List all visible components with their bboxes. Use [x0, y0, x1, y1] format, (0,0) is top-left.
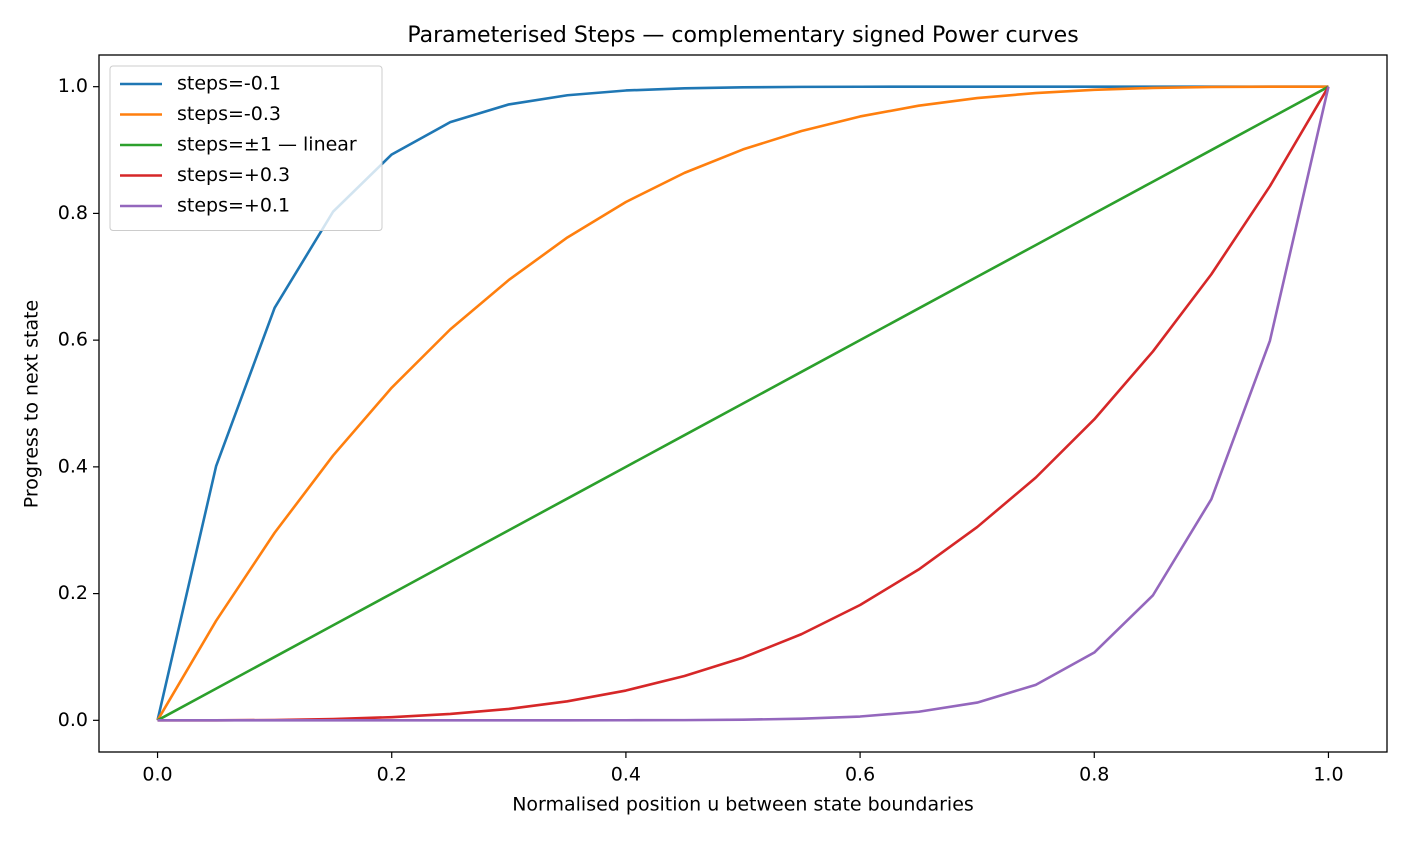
series-line	[157, 86, 1330, 722]
x-tick-label: 0.4	[611, 764, 641, 786]
legend-label: steps=±1 — linear	[177, 134, 357, 156]
y-tick-label: 1.0	[58, 75, 88, 97]
x-tick-label: 1.0	[1313, 764, 1343, 786]
y-axis-label: Progress to next state	[21, 300, 43, 509]
y-tick-label: 0.4	[58, 455, 88, 477]
y-tick-label: 0.0	[58, 709, 88, 731]
x-tick-label: 0.0	[142, 764, 172, 786]
x-tick-label: 0.8	[1079, 764, 1109, 786]
series-line	[157, 86, 1330, 722]
series-line	[156, 85, 1330, 722]
series-line	[156, 85, 1329, 721]
x-tick-label: 0.2	[377, 764, 407, 786]
plot-frame	[98, 54, 1388, 753]
legend-box	[109, 65, 383, 231]
legend-label: steps=-0.3	[177, 103, 281, 125]
x-tick-label: 0.6	[845, 764, 875, 786]
legend-label: steps=-0.1	[177, 73, 281, 95]
legend-label: steps=+0.1	[177, 195, 290, 217]
legend-label: steps=+0.3	[177, 164, 290, 186]
y-tick-label: 0.6	[58, 329, 88, 351]
x-axis-label: Normalised position u between state boun…	[512, 794, 974, 816]
y-tick-label: 0.8	[58, 202, 88, 224]
y-tick-label: 0.2	[58, 582, 88, 604]
chart-title: Parameterised Steps — complementary sign…	[407, 23, 1078, 48]
